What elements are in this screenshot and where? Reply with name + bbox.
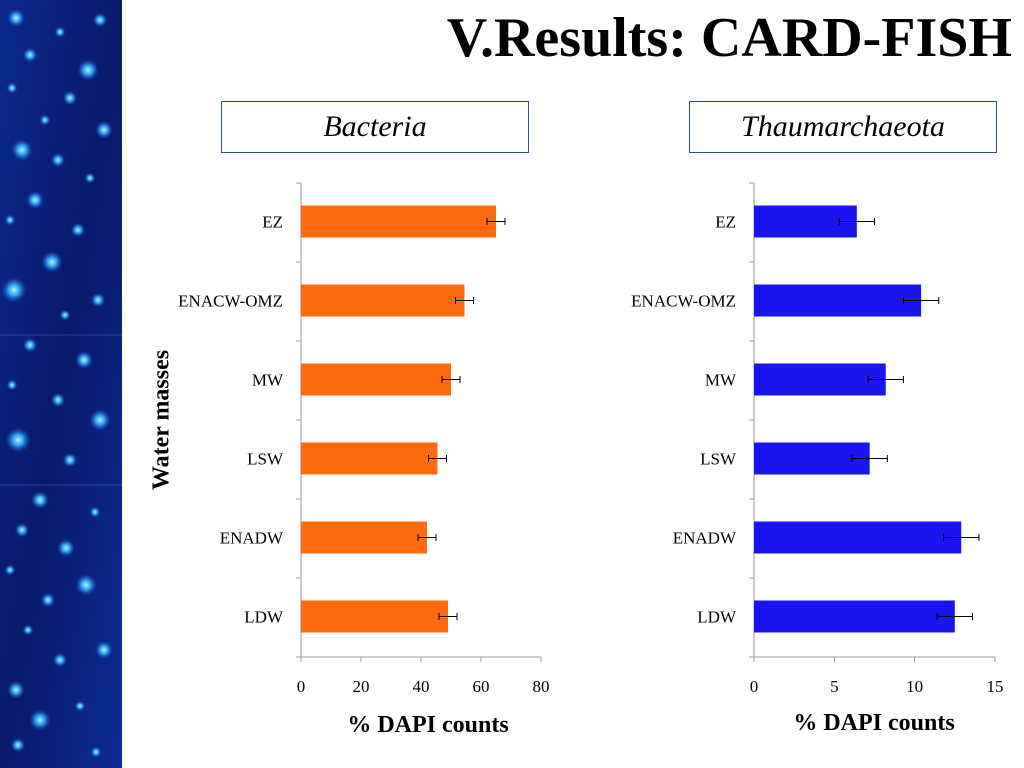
bacteria-bar <box>301 600 448 633</box>
fluorescent-cell <box>31 491 49 509</box>
fluorescent-cell <box>22 47 38 63</box>
bacteria-category-label: MW <box>252 371 284 390</box>
bacteria-category-label: LDW <box>244 608 284 627</box>
bacteria-panel-title: Bacteria <box>221 101 529 153</box>
slide-title: V.Results: CARD-FISH <box>446 7 1012 69</box>
bacteria-x-tick-label: 0 <box>297 677 306 696</box>
fluorescent-cell <box>26 191 44 209</box>
thaumarchaeota-category-label: ENACW-OMZ <box>631 292 736 311</box>
fluorescent-cell <box>77 59 99 81</box>
fluorescent-cell <box>75 351 93 369</box>
fluorescent-cell <box>39 114 51 126</box>
bacteria-x-tick-label: 20 <box>353 677 370 696</box>
thaumarchaeota-category-label: LSW <box>700 450 737 469</box>
fluorescent-cell <box>4 564 16 576</box>
bacteria-x-tick-label: 40 <box>413 677 430 696</box>
fluorescent-cell <box>90 292 106 308</box>
bacteria-x-tick-label: 80 <box>533 677 550 696</box>
fluorescent-cell <box>57 539 75 557</box>
fluorescent-cell <box>70 222 86 238</box>
fluorescent-cell <box>11 139 33 161</box>
fluorescent-cell <box>41 251 63 273</box>
bacteria-bar <box>301 442 438 475</box>
thaumarchaeota-category-label: LDW <box>697 608 737 627</box>
fluorescent-cell <box>1 277 27 303</box>
thaumarchaeota-bar <box>754 284 922 317</box>
bacteria-category-label: ENADW <box>220 529 284 548</box>
fluorescent-cell <box>62 90 78 106</box>
fluorescent-cell <box>95 121 113 139</box>
fluorescent-cell <box>59 309 71 321</box>
bacteria-x-tick-label: 60 <box>473 677 490 696</box>
fluorescent-cell <box>10 737 26 753</box>
thaumarchaeota-x-tick-label: 15 <box>987 677 1004 696</box>
bacteria-category-label: EZ <box>262 213 283 232</box>
thaumarchaeota-x-tick-label: 0 <box>750 677 759 696</box>
thaumarchaeota-category-label: EZ <box>715 213 736 232</box>
fluorescent-cell <box>6 82 18 94</box>
fluorescent-cell <box>89 409 111 431</box>
bacteria-category-label: ENACW-OMZ <box>178 292 283 311</box>
fluorescent-cell <box>75 574 97 596</box>
fluorescent-cell <box>52 652 68 668</box>
fluorescent-cell <box>50 392 66 408</box>
thaumarchaeota-x-tick-label: 5 <box>830 677 839 696</box>
microscopy-image-graphic <box>0 0 122 768</box>
fluorescent-cell <box>22 337 38 353</box>
fluorescent-cell <box>74 700 86 712</box>
fluorescent-cell <box>22 624 34 636</box>
fluorescent-cell <box>62 452 78 468</box>
thaumarchaeota-bar <box>754 521 962 554</box>
fluorescent-cell <box>29 709 51 731</box>
fluorescent-cell <box>84 172 96 184</box>
fluorescent-cell <box>40 592 56 608</box>
fluorescent-cell <box>92 12 108 28</box>
thaumarchaeota-bar <box>754 600 955 633</box>
fluorescent-cell <box>7 681 25 699</box>
fluorescent-cell <box>7 9 25 27</box>
fluorescent-cell <box>14 522 30 538</box>
bacteria-bar <box>301 284 465 317</box>
thaumarchaeota-category-label: ENADW <box>673 529 737 548</box>
bacteria-category-label: LSW <box>247 450 284 469</box>
bacteria-bar <box>301 205 496 238</box>
thaumarchaeota-bar <box>754 442 870 475</box>
fluorescent-cell <box>95 641 113 659</box>
thaumarchaeota-category-label: MW <box>705 371 737 390</box>
fluorescent-cell <box>5 427 31 453</box>
thaumarchaeota-bar <box>754 363 886 396</box>
thaumarchaeota-panel-title: Thaumarchaeota <box>689 101 997 153</box>
bacteria-x-axis-title: % DAPI counts <box>347 712 509 738</box>
fluorescent-cell <box>50 152 66 168</box>
fluorescent-cell <box>89 506 101 518</box>
bacteria-bar <box>301 521 427 554</box>
fluorescent-cell <box>54 26 66 38</box>
fluorescent-cell <box>90 746 102 758</box>
microscopy-image <box>0 0 122 768</box>
thaumarchaeota-x-tick-label: 10 <box>906 677 923 696</box>
fluorescent-cell <box>6 379 18 391</box>
thaumarchaeota-x-axis-title: % DAPI counts <box>793 710 955 736</box>
fluorescent-cell <box>4 214 16 226</box>
bacteria-bar <box>301 363 451 396</box>
